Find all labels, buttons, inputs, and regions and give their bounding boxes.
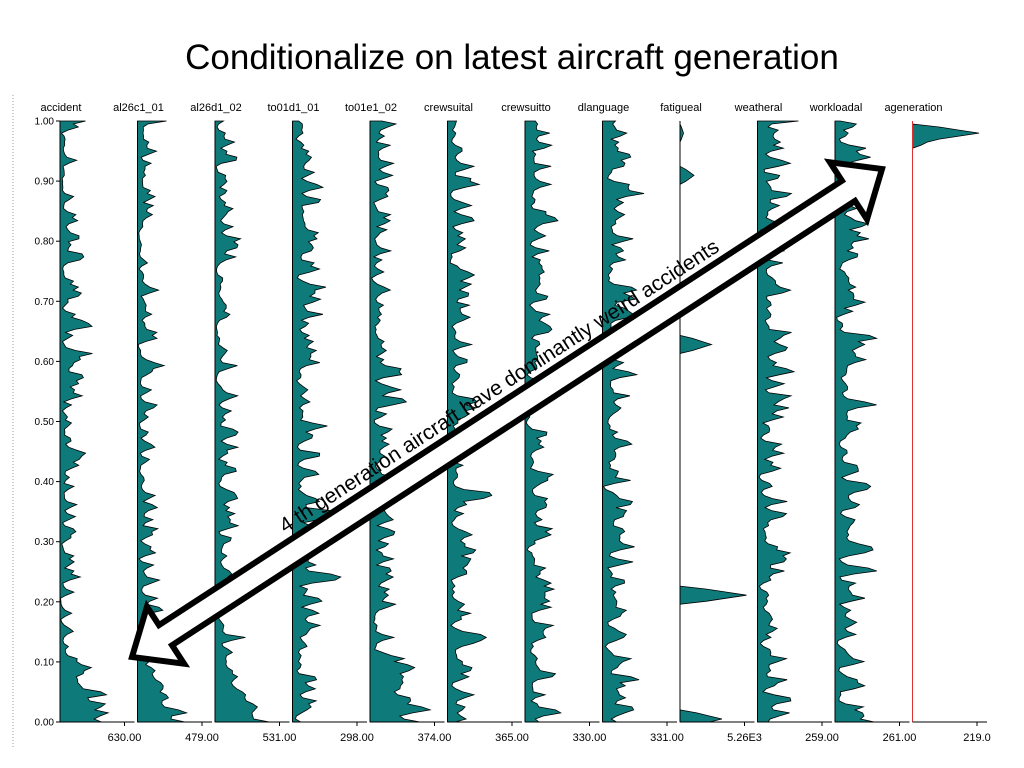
histogram-area bbox=[292, 120, 342, 723]
y-tick-label: 1.00 bbox=[35, 117, 55, 128]
column-label: workloadal bbox=[809, 102, 863, 114]
column-max-label: 259.00 bbox=[805, 732, 839, 744]
y-tick-label: 0.90 bbox=[35, 177, 55, 188]
y-tick-label: 0.10 bbox=[35, 657, 55, 668]
column-crewsuital[interactable]: crewsuital 365.00 bbox=[424, 102, 529, 744]
column-max-label: 365.00 bbox=[495, 732, 529, 744]
column-to01e1_02[interactable]: to01e1_02 374.00 bbox=[345, 102, 451, 744]
column-max-label: 630.00 bbox=[108, 732, 142, 744]
histogram-area bbox=[757, 120, 799, 723]
column-ageneration[interactable]: ageneration 219.0 bbox=[884, 102, 990, 744]
y-axis: 1.00 0.90 0.80 0.70 0.60 0.50 0.40 0.30 0.20 0.10… bbox=[35, 117, 61, 729]
column-max-label: 219.0 bbox=[963, 732, 991, 744]
column-al26d1_02[interactable]: al26d1_02 531.00 bbox=[190, 102, 296, 744]
page-title: Conditionalize on latest aircraft genera… bbox=[185, 38, 839, 77]
column-crewsuitto[interactable]: crewsuitto 330.00 bbox=[501, 102, 606, 744]
histogram-area bbox=[834, 120, 879, 723]
column-label: to01d1_01 bbox=[268, 102, 320, 114]
column-dlanguage[interactable]: dlanguage 331.00 bbox=[578, 102, 684, 744]
arrow-shape bbox=[128, 158, 886, 668]
y-tick-label: 0.20 bbox=[35, 597, 55, 608]
histogram-area bbox=[912, 121, 980, 722]
column-label: crewsuitto bbox=[501, 102, 551, 114]
column-label: ageneration bbox=[884, 102, 942, 114]
column-label: accident bbox=[41, 102, 82, 114]
column-max-label: 5.26E3 bbox=[727, 732, 762, 744]
y-tick-label: 0.50 bbox=[35, 417, 55, 428]
column-max-label: 479.00 bbox=[185, 732, 219, 744]
column-max-label: 531.00 bbox=[263, 732, 297, 744]
y-tick-label: 0.00 bbox=[35, 718, 55, 729]
histogram-area bbox=[214, 120, 270, 723]
histogram-area bbox=[59, 120, 110, 723]
column-max-label: 374.00 bbox=[418, 732, 452, 744]
histogram-area bbox=[679, 121, 747, 723]
column-fatigueal[interactable]: fatigueal 5.26E3 bbox=[660, 102, 762, 744]
column-max-label: 330.00 bbox=[573, 732, 607, 744]
y-tick-label: 0.30 bbox=[35, 537, 55, 548]
histogram-area bbox=[524, 120, 567, 723]
column-label: fatigueal bbox=[660, 102, 702, 114]
histogram-area bbox=[447, 120, 493, 723]
y-tick-label: 0.70 bbox=[35, 297, 55, 308]
y-tick-label: 0.80 bbox=[35, 237, 55, 248]
annotation-text: 4 th generation aircraft have dominantly… bbox=[275, 235, 723, 538]
histogram-area bbox=[602, 120, 645, 723]
column-accident[interactable]: accident 630.00 bbox=[41, 102, 142, 744]
column-to01d1_01[interactable]: to01d1_01 298.00 bbox=[268, 102, 374, 744]
y-tick-label: 0.60 bbox=[35, 357, 55, 368]
histogram-columns: accident 630.00 al26c1_01 479.00 al26d1_02 53… bbox=[41, 102, 991, 744]
column-weatheral[interactable]: weatheral 259.00 bbox=[734, 102, 839, 744]
column-label: dlanguage bbox=[578, 102, 629, 114]
column-max-label: 298.00 bbox=[340, 732, 374, 744]
column-max-label: 331.00 bbox=[650, 732, 684, 744]
y-tick-label: 0.40 bbox=[35, 477, 55, 488]
column-max-label: 261.00 bbox=[883, 732, 917, 744]
column-label: weatheral bbox=[734, 102, 783, 114]
column-label: crewsuital bbox=[424, 102, 473, 114]
column-workloadal[interactable]: workloadal 261.00 bbox=[809, 102, 917, 744]
column-label: to01e1_02 bbox=[345, 102, 397, 114]
column-label: al26c1_01 bbox=[113, 102, 164, 114]
column-label: al26d1_02 bbox=[190, 102, 241, 114]
histogram-area bbox=[369, 120, 432, 723]
